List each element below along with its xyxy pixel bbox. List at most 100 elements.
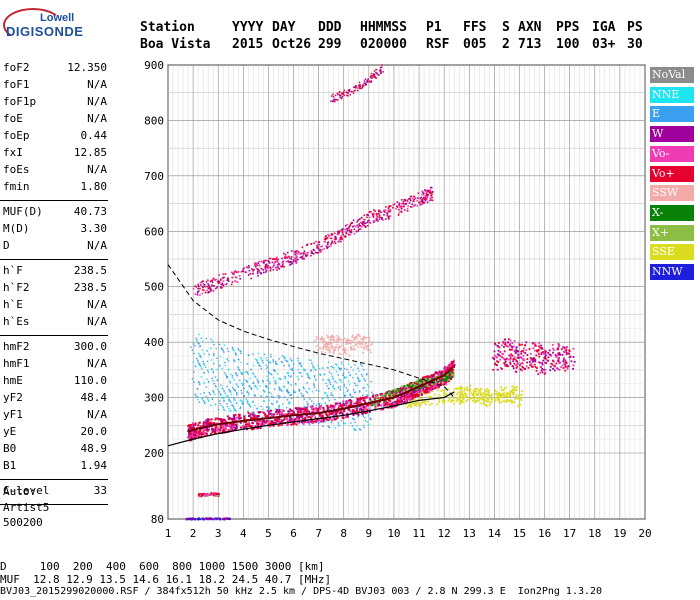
o-trace-point [312, 414, 315, 417]
header-label-7: S [502, 20, 510, 35]
param-row: hmF2 300.0 [3, 340, 107, 353]
nne-echo-point [351, 396, 354, 398]
nne-echo-point [334, 427, 336, 429]
nne-echo-point [253, 373, 255, 375]
second-hop-point [421, 200, 424, 202]
second-hop-point [206, 289, 208, 291]
nne-echo-point [241, 382, 243, 385]
sse-echo-point [475, 387, 478, 390]
ssw-echo-point [329, 342, 331, 345]
ssw-echo-point [329, 335, 332, 338]
second-hop-point [252, 272, 254, 275]
o-trace-point [343, 404, 346, 407]
second-hop-point [361, 222, 363, 225]
nne-echo-point [200, 376, 202, 378]
nne-echo-point [229, 381, 232, 384]
o-trace-point [231, 426, 234, 429]
third-hop-point [370, 80, 373, 82]
sse-echo-point [443, 400, 446, 402]
second-hop-point [204, 285, 206, 288]
nnw-echo-point [221, 518, 224, 521]
o-trace-point [269, 425, 272, 428]
second-hop-point [315, 240, 318, 243]
o-trace-point [252, 427, 255, 430]
w-echo-point [539, 346, 542, 349]
w-echo-point [538, 345, 540, 348]
second-hop-point [269, 257, 272, 260]
o-trace-point [446, 367, 449, 370]
o-trace-point [246, 423, 249, 426]
sse-echo-point [515, 386, 518, 389]
second-hop-point [380, 218, 383, 220]
ssw-echo-point [367, 337, 370, 339]
sse-echo-point [419, 404, 422, 407]
o-trace-point [339, 404, 342, 407]
o-trace-point [206, 426, 209, 429]
nne-echo-point [290, 368, 292, 371]
o-trace-point [227, 418, 230, 421]
o-trace-point [401, 395, 404, 398]
o-trace-point [357, 410, 360, 413]
legend-item-nnw: NNW [650, 264, 694, 280]
nne-echo-point [344, 377, 346, 379]
o-trace-point [191, 434, 194, 437]
sse-echo-point [451, 399, 454, 402]
w-echo-point [570, 360, 573, 363]
nne-echo-point [309, 398, 311, 400]
o-trace-point [307, 421, 310, 424]
w-echo-point [521, 362, 524, 365]
nne-echo-point [256, 360, 258, 362]
x-tick-label: 17 [563, 527, 576, 540]
o-trace-point [273, 419, 276, 422]
o-trace-point [256, 415, 259, 418]
sse-echo-point [465, 388, 468, 391]
second-hop-point [368, 211, 371, 213]
o-trace-point [255, 421, 258, 424]
w-echo-point [540, 352, 543, 355]
nne-echo-point [342, 422, 345, 424]
nne-echo-point [286, 360, 289, 363]
second-hop-point [272, 269, 275, 271]
nne-echo-point [268, 407, 270, 410]
second-hop-point [212, 278, 215, 280]
second-hop-point [400, 211, 403, 213]
w-echo-point [551, 363, 554, 366]
nne-echo-point [249, 406, 252, 408]
o-trace-point [210, 418, 213, 421]
o-trace-point [417, 390, 420, 393]
o-trace-point [214, 418, 217, 421]
nne-echo-point [307, 375, 309, 377]
sse-echo-point [491, 393, 493, 396]
nne-echo-point [213, 353, 215, 355]
ssw-echo-point [352, 340, 354, 343]
second-hop-point [423, 198, 426, 201]
x-trace-point [394, 392, 397, 395]
second-hop-point [211, 279, 214, 282]
second-hop-point [199, 294, 201, 296]
w-echo-point [551, 347, 554, 350]
o-trace-point [267, 415, 270, 418]
header-value-11: 30 [627, 37, 643, 52]
nne-echo-point [233, 359, 235, 361]
o-trace-point [204, 431, 207, 434]
third-hop-point [353, 86, 355, 89]
nne-echo-point [330, 365, 332, 368]
nne-echo-point [223, 390, 225, 392]
nne-echo-point [232, 348, 234, 351]
o-trace-point [378, 404, 381, 407]
w-echo-point [520, 352, 523, 355]
o-trace-point [202, 431, 205, 434]
second-hop-point [285, 255, 288, 258]
second-hop-point [348, 226, 350, 229]
second-hop-point [375, 214, 378, 216]
o-trace-point [253, 414, 256, 417]
sse-echo-point [520, 399, 523, 402]
w-echo-point [520, 356, 523, 359]
ssw-echo-point [365, 337, 368, 339]
nnw-echo-point [197, 518, 200, 521]
o-trace-point [384, 397, 387, 400]
sse-echo-point [505, 400, 508, 403]
legend-item-w: W [650, 126, 694, 143]
nne-echo-point [233, 360, 236, 363]
second-hop-point [262, 269, 265, 271]
